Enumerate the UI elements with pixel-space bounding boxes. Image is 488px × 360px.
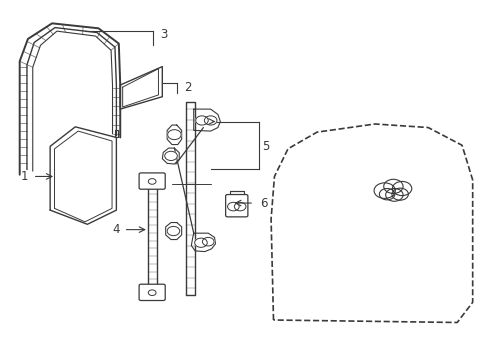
Circle shape (392, 181, 411, 195)
Circle shape (195, 116, 208, 125)
Circle shape (167, 226, 180, 236)
Text: 6: 6 (260, 197, 267, 210)
Circle shape (234, 202, 245, 211)
Circle shape (164, 151, 177, 161)
Text: 3: 3 (160, 28, 167, 41)
Circle shape (167, 130, 181, 140)
Circle shape (202, 238, 214, 246)
Text: 1: 1 (21, 170, 28, 183)
Circle shape (194, 238, 207, 247)
Circle shape (204, 116, 217, 125)
FancyBboxPatch shape (225, 194, 247, 217)
Text: 4: 4 (112, 223, 120, 236)
FancyBboxPatch shape (139, 173, 165, 189)
Circle shape (385, 189, 402, 201)
Text: 2: 2 (183, 81, 191, 94)
Text: 5: 5 (262, 140, 269, 153)
FancyBboxPatch shape (139, 284, 165, 301)
Circle shape (391, 188, 407, 200)
Circle shape (379, 189, 394, 200)
Circle shape (373, 183, 394, 198)
Circle shape (383, 179, 402, 193)
Circle shape (227, 202, 239, 211)
Circle shape (148, 290, 156, 296)
Circle shape (148, 179, 156, 184)
